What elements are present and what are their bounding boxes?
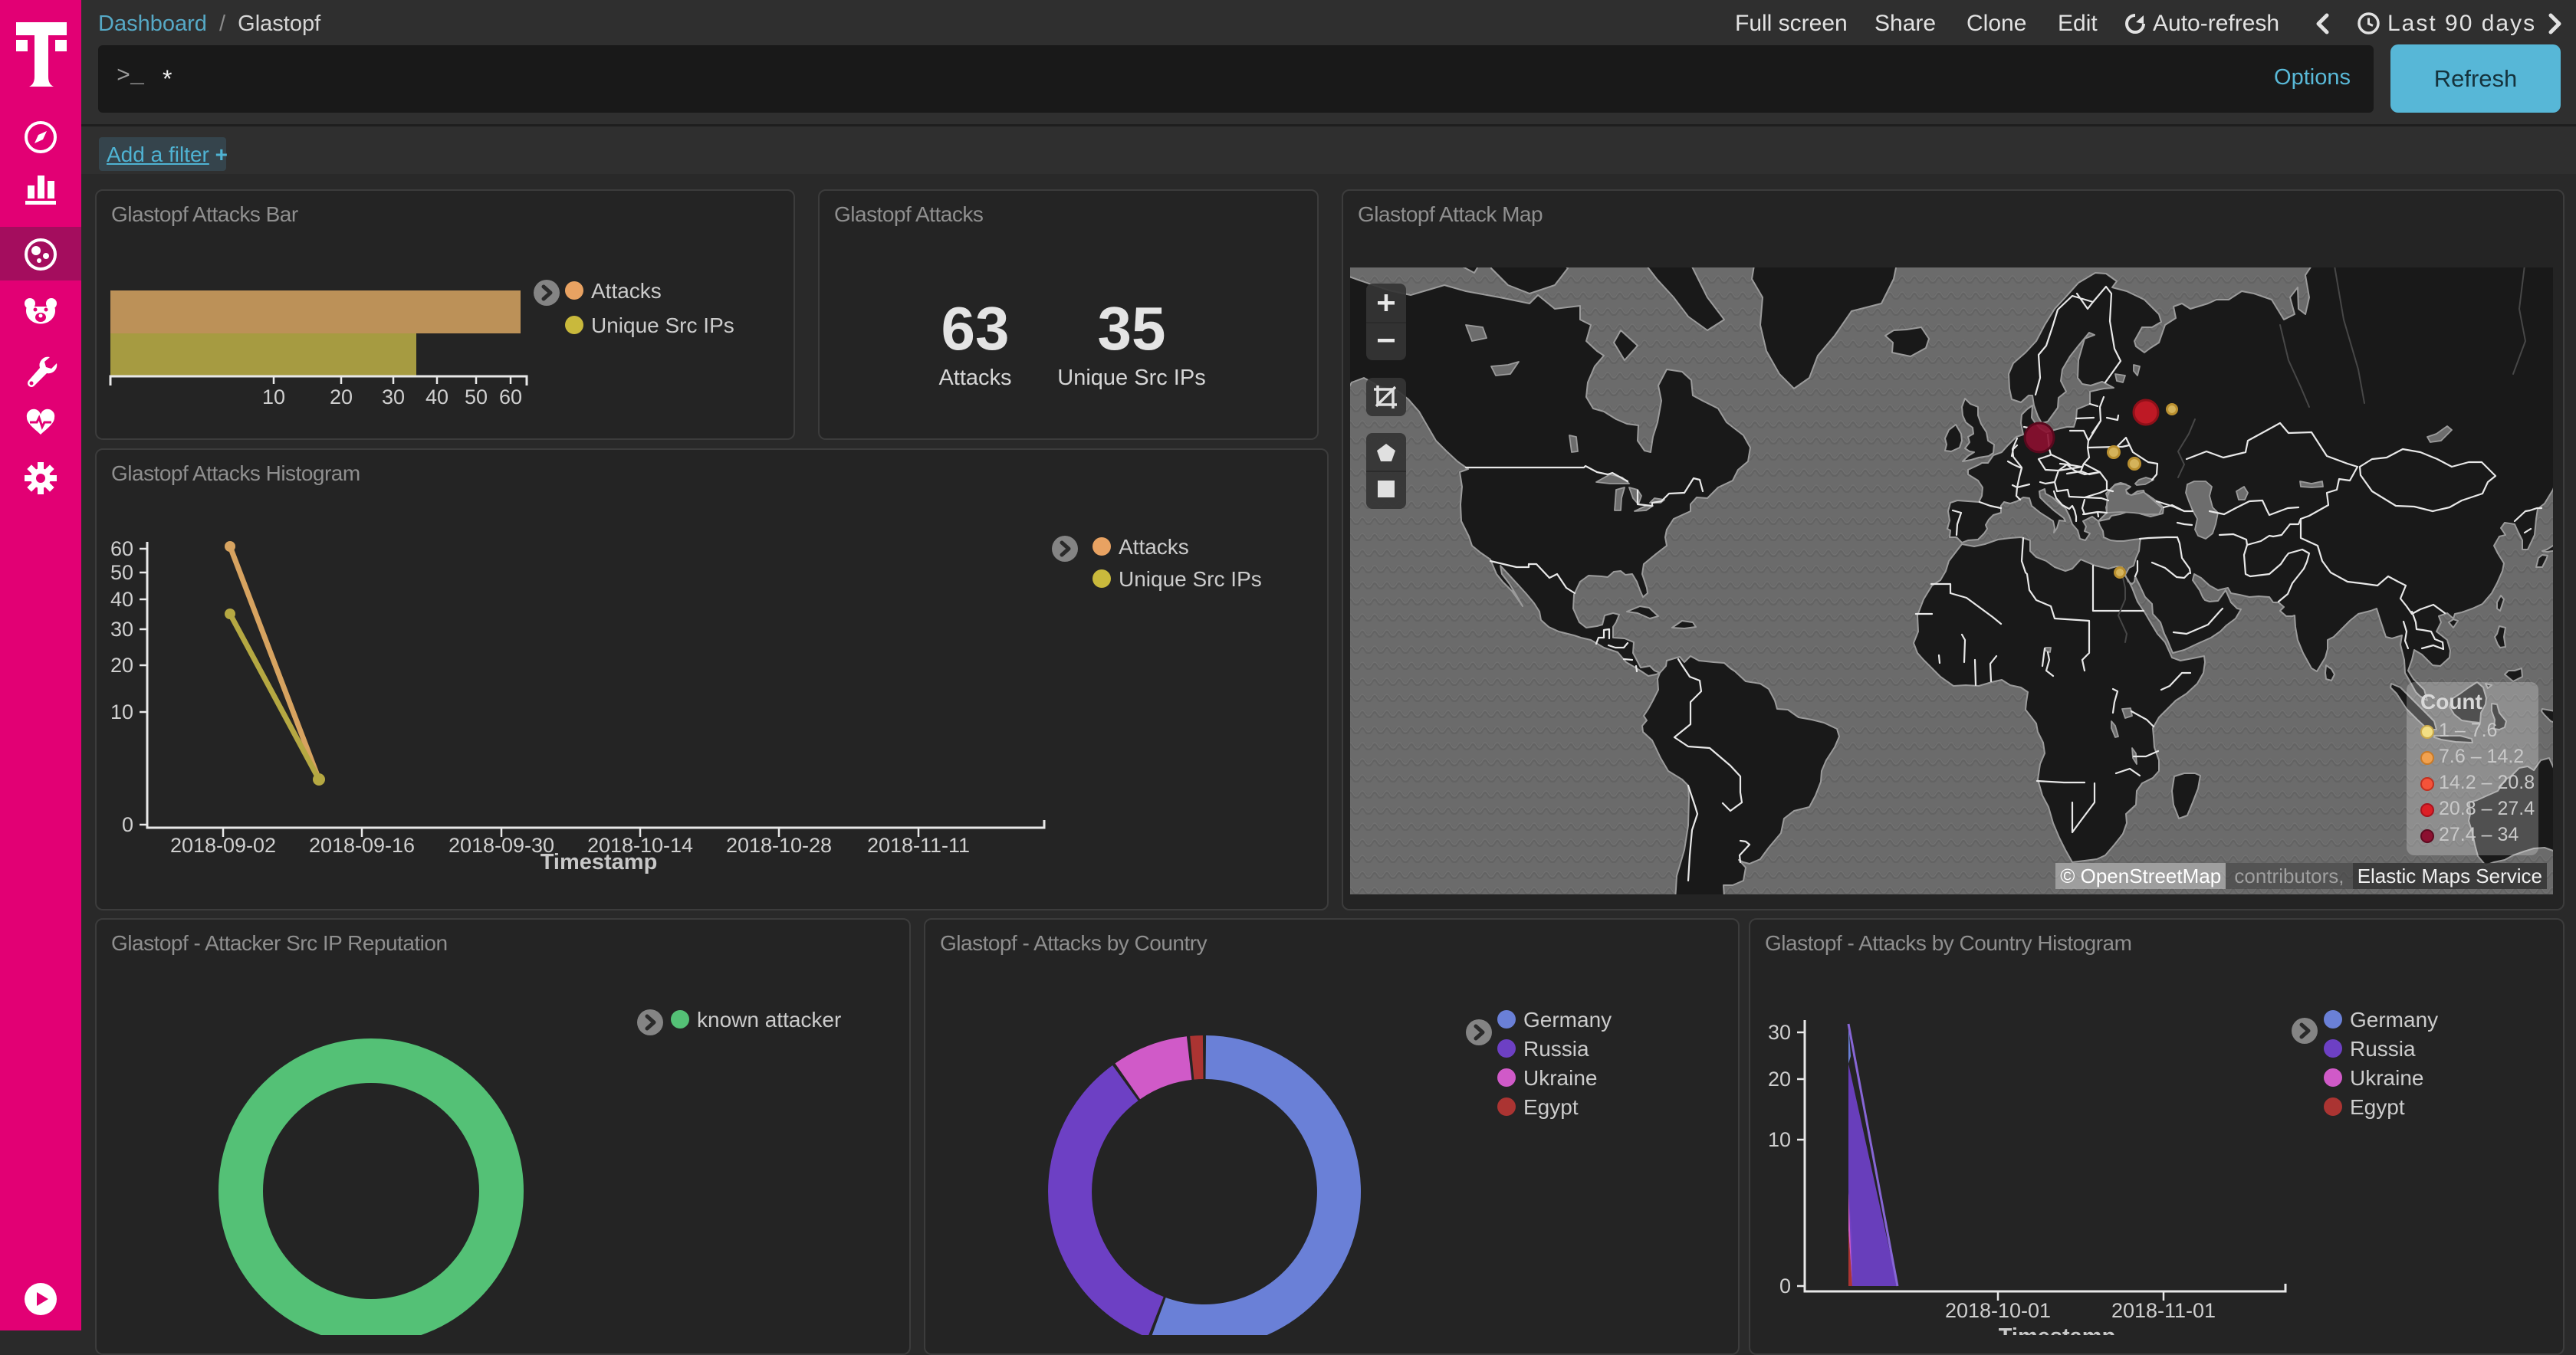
svg-text:50: 50 <box>110 561 133 584</box>
svg-text:20: 20 <box>110 654 133 677</box>
svg-text:Attacks: Attacks <box>1119 535 1189 559</box>
svg-text:2018-09-16: 2018-09-16 <box>309 834 415 857</box>
svg-text:Russia: Russia <box>2350 1037 2416 1061</box>
svg-text:Ukraine: Ukraine <box>1523 1066 1597 1090</box>
svg-text:0: 0 <box>122 813 133 836</box>
svg-text:20: 20 <box>1768 1068 1791 1091</box>
svg-text:0: 0 <box>1779 1275 1791 1298</box>
svg-text:2018-10-28: 2018-10-28 <box>726 834 832 857</box>
svg-text:Germany: Germany <box>1523 1008 1612 1032</box>
svg-text:10: 10 <box>1768 1128 1791 1151</box>
svg-text:10: 10 <box>110 700 133 723</box>
svg-text:60: 60 <box>110 537 133 560</box>
svg-text:Unique Src IPs: Unique Src IPs <box>591 313 734 337</box>
svg-text:Egypt: Egypt <box>1523 1095 1579 1119</box>
svg-text:40: 40 <box>110 588 133 611</box>
svg-text:40: 40 <box>426 386 449 408</box>
svg-text:30: 30 <box>110 618 133 641</box>
svg-text:10: 10 <box>262 386 285 408</box>
svg-text:Timestamp: Timestamp <box>540 850 658 874</box>
svg-text:Ukraine: Ukraine <box>2350 1066 2423 1090</box>
svg-text:2018-09-02: 2018-09-02 <box>170 834 276 857</box>
svg-text:Unique Src IPs: Unique Src IPs <box>1119 567 1262 591</box>
svg-text:30: 30 <box>382 386 405 408</box>
svg-text:30: 30 <box>1768 1021 1791 1044</box>
svg-text:2018-10-14: 2018-10-14 <box>587 834 693 857</box>
svg-text:known attacker: known attacker <box>697 1008 841 1032</box>
svg-text:Egypt: Egypt <box>2350 1095 2405 1119</box>
svg-text:2018-10-01: 2018-10-01 <box>1945 1299 2051 1322</box>
svg-text:Attacks: Attacks <box>591 279 662 303</box>
svg-text:2018-11-01: 2018-11-01 <box>2111 1299 2216 1322</box>
svg-text:20: 20 <box>330 386 353 408</box>
svg-text:50: 50 <box>465 386 488 408</box>
svg-text:2018-09-30: 2018-09-30 <box>449 834 554 857</box>
svg-text:Russia: Russia <box>1523 1037 1589 1061</box>
svg-text:60: 60 <box>499 386 522 408</box>
svg-text:Timestamp: Timestamp <box>1999 1324 2116 1335</box>
svg-text:2018-11-11: 2018-11-11 <box>867 834 970 857</box>
svg-text:Germany: Germany <box>2350 1008 2438 1032</box>
